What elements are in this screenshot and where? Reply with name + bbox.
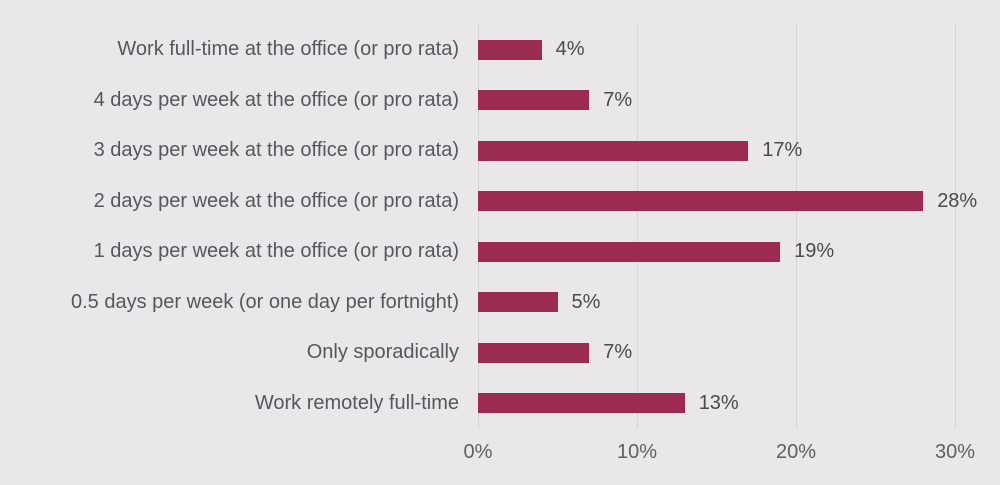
bar-track: 5% [478,277,1000,328]
bar[interactable] [478,90,590,111]
value-label: 28% [937,189,978,212]
category-label: Only sporadically [306,341,459,364]
bar-track: 28% [478,176,1000,227]
value-label: 7% [603,341,633,364]
bar-track: 19% [478,227,1000,278]
bar-track: 7% [478,75,1000,126]
bar[interactable] [478,393,685,414]
value-label: 13% [698,391,739,414]
gridlines [0,24,1000,429]
gridline-30% [955,24,956,429]
chart-row: 2 days per week at the office (or pro ra… [0,176,1000,227]
value-label: 7% [603,88,633,111]
bar-track: 13% [478,378,1000,429]
gridline-20% [796,24,797,429]
bar-track: 17% [478,126,1000,177]
category-label: 2 days per week at the office (or pro ra… [93,189,459,212]
value-label: 5% [571,290,601,313]
value-label: 4% [555,38,585,61]
category-label: 3 days per week at the office (or pro ra… [93,139,459,162]
value-label: 19% [794,240,835,263]
category-label: 0.5 days per week (or one day per fortni… [71,290,459,313]
bar[interactable] [478,292,558,313]
chart-rows: Work full-time at the office (or pro rat… [0,25,1000,429]
category-label: Work full-time at the office (or pro rat… [117,38,459,61]
bar-track: 7% [478,328,1000,379]
x-tick-label: 30% [934,441,976,463]
bar-track: 4% [478,25,1000,76]
x-tick-label: 0% [463,441,493,463]
chart-row: Work full-time at the office (or pro rat… [0,25,1000,76]
chart-row: 0.5 days per week (or one day per fortni… [0,277,1000,328]
x-tick-label: 10% [616,441,658,463]
bar[interactable] [478,39,542,60]
category-label: Work remotely full-time [254,391,459,414]
bar[interactable] [478,140,749,161]
bar[interactable] [478,342,590,363]
x-axis: 0% 10% 20% 30% [0,441,1000,469]
chart-row: 4 days per week at the office (or pro ra… [0,75,1000,126]
value-label: 17% [762,139,803,162]
category-label: 4 days per week at the office (or pro ra… [93,88,459,111]
gridline-10% [637,24,638,429]
chart-row: 3 days per week at the office (or pro ra… [0,126,1000,177]
x-tick-label: 20% [775,441,817,463]
chart-row: Only sporadically 7% [0,328,1000,379]
chart-row: 1 days per week at the office (or pro ra… [0,227,1000,278]
chart-row: Work remotely full-time 13% [0,378,1000,429]
bar[interactable] [478,191,924,212]
bar[interactable] [478,241,781,262]
category-label: 1 days per week at the office (or pro ra… [93,240,459,263]
gridline-0% [478,24,479,429]
